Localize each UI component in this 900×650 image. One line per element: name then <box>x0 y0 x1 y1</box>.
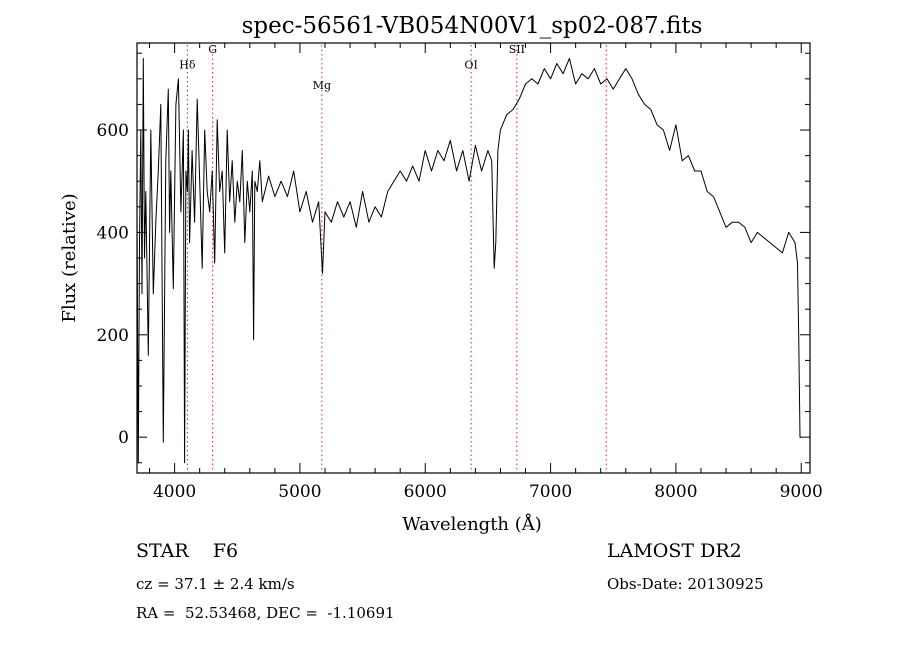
y-tick-label: 600 <box>97 121 129 141</box>
spectrum-line <box>136 57 802 464</box>
observation-date: Obs-Date: 20130925 <box>607 575 764 593</box>
spectral-line-label: G <box>208 43 217 56</box>
y-tick-label: 200 <box>97 326 129 346</box>
x-tick-label: 5000 <box>278 482 321 502</box>
object-type: STAR F6 <box>136 540 239 562</box>
x-tick-label: 8000 <box>654 482 697 502</box>
y-tick-label: 0 <box>118 428 129 448</box>
sky-coordinates: RA = 52.53468, DEC = -1.10691 <box>136 604 395 622</box>
series-layer <box>136 57 802 464</box>
y-axis-label: Flux (relative) <box>59 193 80 322</box>
x-tick-label: 6000 <box>404 482 447 502</box>
redshift-value: cz = 37.1 ± 2.4 km/s <box>136 575 295 593</box>
spectral-line-label: Hδ <box>179 59 196 72</box>
x-tick-label: 4000 <box>153 482 196 502</box>
spectral-line-label: OI <box>464 59 477 72</box>
plot-frame <box>136 42 811 474</box>
chart-title: spec-56561-VB054N00V1_sp02-087.fits <box>242 13 703 39</box>
y-tick-label: 400 <box>97 223 129 243</box>
x-axis-label: Wavelength (Å) <box>402 513 542 535</box>
survey-name: LAMOST DR2 <box>607 540 742 562</box>
axis-ticks: 4000 5000 6000 7000 8000 9000 0 200 400 600 <box>97 43 823 502</box>
x-tick-label: 9000 <box>780 482 823 502</box>
spectral-line-markers: Hδ G Mg OI SII <box>179 43 607 471</box>
spectral-line-label: SII <box>509 43 525 56</box>
spectral-line-label: Mg <box>313 79 331 92</box>
x-tick-label: 7000 <box>529 482 572 502</box>
